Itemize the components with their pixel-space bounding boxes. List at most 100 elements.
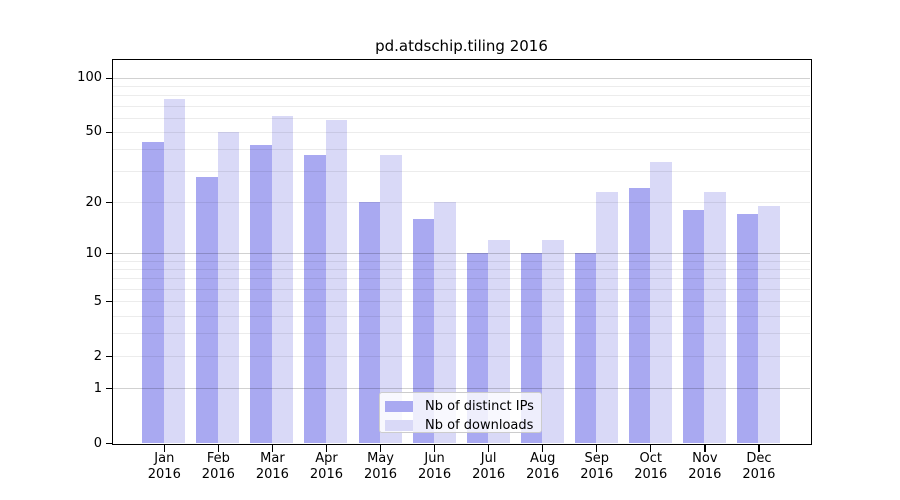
y-tick-label: 5 xyxy=(93,293,102,309)
y-tick-label: 2 xyxy=(93,348,102,364)
y-axis-tick xyxy=(105,77,113,79)
x-tick-label: Apr 2016 xyxy=(296,451,356,482)
gridline-minor xyxy=(112,301,810,303)
x-tick-year: 2016 xyxy=(634,466,668,482)
legend-swatch-downloads xyxy=(385,420,413,431)
x-axis-tick xyxy=(163,445,165,452)
x-tick-label: Mar 2016 xyxy=(242,451,302,482)
x-tick-month: Dec xyxy=(746,451,772,466)
bar-nb-of-distinct-ips-dec xyxy=(736,214,759,443)
legend-swatch-distinct-ips xyxy=(385,401,413,412)
bar-nb-of-distinct-ips-oct xyxy=(628,188,651,443)
bar-nb-of-distinct-ips-jun xyxy=(412,218,435,443)
y-tick-label: 20 xyxy=(85,194,102,210)
gridline-major xyxy=(112,253,810,255)
x-tick-month: May xyxy=(367,451,394,466)
x-tick-month: Aug xyxy=(529,451,556,466)
x-tick-year: 2016 xyxy=(201,466,235,482)
x-axis-tick xyxy=(758,445,760,452)
x-tick-year: 2016 xyxy=(688,466,722,482)
gridline-minor xyxy=(112,269,810,271)
x-tick-label: Sep 2016 xyxy=(567,451,627,482)
bar-nb-of-downloads-may xyxy=(380,155,402,443)
x-tick-month: Nov xyxy=(692,451,718,466)
gridline-minor xyxy=(112,149,810,151)
bar-nb-of-distinct-ips-sep xyxy=(574,253,597,443)
bar-nb-of-distinct-ips-jan xyxy=(142,141,164,443)
gridline-minor xyxy=(112,356,810,358)
gridline-minor xyxy=(112,260,810,262)
bar-nb-of-downloads-mar xyxy=(271,116,294,443)
x-tick-year: 2016 xyxy=(309,466,343,482)
x-axis-tick xyxy=(650,445,652,452)
x-tick-year: 2016 xyxy=(363,466,398,482)
gridline-minor xyxy=(112,202,810,204)
gridline-minor xyxy=(112,333,810,335)
x-tick-month: Jan xyxy=(154,451,175,466)
x-tick-month: Sep xyxy=(584,451,609,466)
bar-nb-of-downloads-dec xyxy=(758,205,780,443)
bar-nb-of-distinct-ips-nov xyxy=(682,210,705,443)
y-tick-label: 0 xyxy=(93,435,102,451)
x-tick-year: 2016 xyxy=(580,466,614,482)
bar-nb-of-downloads-feb xyxy=(217,131,240,443)
legend-item-distinct-ips: Nb of distinct IPs xyxy=(385,397,536,416)
bar-nb-of-distinct-ips-feb xyxy=(196,176,218,443)
y-axis-tick xyxy=(105,253,113,255)
y-axis-tick xyxy=(105,201,113,204)
x-axis-tick xyxy=(487,445,490,452)
bar-nb-of-downloads-jun xyxy=(434,202,456,443)
x-axis-tick xyxy=(704,445,706,452)
gridline-major xyxy=(112,388,810,390)
gridline-minor xyxy=(112,117,810,119)
x-tick-month: Jul xyxy=(480,451,497,466)
x-tick-label: Oct 2016 xyxy=(621,451,681,482)
x-tick-year: 2016 xyxy=(418,466,452,482)
bar-nb-of-downloads-oct xyxy=(650,161,672,443)
x-tick-year: 2016 xyxy=(147,466,181,482)
bar-nb-of-downloads-aug xyxy=(542,240,564,443)
x-tick-label: Nov 2016 xyxy=(675,451,735,482)
bar-nb-of-downloads-sep xyxy=(596,191,618,443)
x-tick-label: Dec 2016 xyxy=(729,451,789,482)
legend-label-downloads: Nb of downloads xyxy=(425,418,534,433)
x-axis-tick xyxy=(596,445,598,452)
x-tick-year: 2016 xyxy=(472,466,506,482)
legend-item-downloads: Nb of downloads xyxy=(385,416,536,435)
bar-nb-of-downloads-nov xyxy=(704,191,726,443)
bar-nb-of-downloads-jan xyxy=(163,99,186,443)
plot-area xyxy=(111,58,812,445)
chart-title: pd.atdschip.tiling 2016 xyxy=(375,37,548,55)
plot-inner xyxy=(112,60,810,444)
y-axis-tick xyxy=(105,442,113,445)
legend-label-distinct-ips: Nb of distinct IPs xyxy=(425,399,534,414)
x-tick-label: Jan 2016 xyxy=(134,451,194,482)
x-tick-year: 2016 xyxy=(526,466,560,482)
gridline-minor xyxy=(112,315,810,317)
x-tick-label: Feb 2016 xyxy=(188,451,248,482)
x-tick-month: Mar xyxy=(260,451,285,466)
y-tick-label: 50 xyxy=(85,124,102,140)
x-tick-year: 2016 xyxy=(255,466,289,482)
x-axis-tick xyxy=(217,445,220,452)
x-tick-label: Jul 2016 xyxy=(459,451,519,482)
x-axis-tick xyxy=(541,445,544,452)
bar-nb-of-distinct-ips-apr xyxy=(304,155,326,443)
x-tick-month: Apr xyxy=(315,451,338,466)
x-tick-label: Jun 2016 xyxy=(405,451,465,482)
x-tick-month: Oct xyxy=(639,451,663,466)
gridline-minor xyxy=(112,171,810,173)
x-axis-tick xyxy=(379,445,382,452)
y-tick-label: 10 xyxy=(85,245,102,261)
gridline-major xyxy=(112,77,810,79)
legend: Nb of distinct IPs Nb of downloads xyxy=(379,392,542,433)
y-axis-tick xyxy=(105,301,113,303)
gridline-minor xyxy=(112,278,810,280)
y-axis-tick xyxy=(105,355,113,358)
gridline-minor xyxy=(112,95,810,97)
bar-nb-of-downloads-apr xyxy=(325,120,348,443)
bar-nb-of-distinct-ips-mar xyxy=(250,145,272,443)
y-tick-label: 1 xyxy=(93,380,102,396)
x-tick-month: Jun xyxy=(424,451,445,466)
